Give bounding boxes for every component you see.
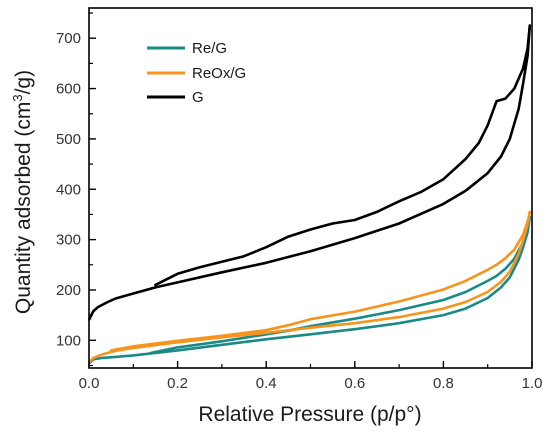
- y-tick-label: 300: [56, 232, 81, 249]
- plot-curves: [88, 24, 532, 364]
- y-axis-title: Quantity adsorbed (cm3/g): [10, 70, 35, 314]
- series-re-g-adsorption-line: [88, 215, 532, 364]
- axis-ticks: 0.0 0.2 0.4 0.6 0.8 1.0 100 200 300 400 500 600 700: [56, 12, 543, 392]
- x-tick-label: 1.0: [522, 375, 543, 392]
- series-g-desorption-line: [154, 24, 532, 287]
- x-tick-label: 0.4: [256, 375, 277, 392]
- legend-label-reox-g: ReOx/G: [192, 65, 246, 82]
- y-tick-label: 200: [56, 282, 81, 299]
- series-g-adsorption-line: [88, 24, 532, 321]
- x-tick-label: 0.2: [167, 375, 188, 392]
- plot-frame: [88, 7, 533, 369]
- y-axis-title-tail: /g): [12, 70, 35, 95]
- y-axis-title-main: Quantity adsorbed (cm: [12, 102, 35, 314]
- x-tick-label: 0.8: [433, 375, 454, 392]
- y-tick-label: 600: [56, 81, 81, 98]
- x-axis-title: Relative Pressure (p/p°): [198, 403, 421, 426]
- legend: Re/G ReOx/G G: [147, 40, 246, 106]
- y-tick-label: 500: [56, 131, 81, 148]
- y-tick-label: 400: [56, 181, 81, 198]
- legend-label-re-g: Re/G: [192, 40, 227, 57]
- series-reox-g-adsorption-line: [88, 210, 532, 363]
- y-axis-title-sup: 3: [10, 94, 25, 101]
- series-reox-g-desorption-line: [109, 210, 532, 352]
- y-tick-label: 100: [56, 332, 81, 349]
- x-tick-label: 0.6: [344, 375, 365, 392]
- legend-label-g: G: [192, 89, 204, 106]
- y-tick-label: 700: [56, 30, 81, 47]
- x-tick-label: 0.0: [79, 375, 100, 392]
- series-re-g-desorption-line: [149, 215, 532, 355]
